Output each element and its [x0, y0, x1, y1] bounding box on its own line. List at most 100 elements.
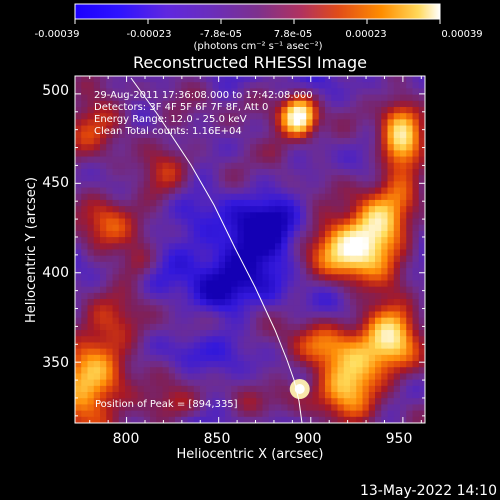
heatmap-cell: [137, 385, 145, 393]
heatmap-cell: [412, 212, 420, 219]
heatmap-cell: [312, 243, 320, 250]
heatmap-cell: [243, 274, 251, 281]
heatmap-cell: [287, 416, 295, 423]
heatmap-cell: [118, 392, 126, 399]
heatmap-cell: [281, 299, 288, 306]
heatmap-cell: [243, 261, 251, 269]
heatmap-cell: [225, 342, 232, 350]
heatmap-cell: [243, 94, 251, 102]
heatmap-cell: [231, 230, 238, 238]
heatmap-cell: [212, 249, 220, 257]
heatmap-cell: [250, 255, 257, 263]
heatmap-cell: [418, 311, 425, 319]
heatmap-cell: [393, 342, 401, 350]
heatmap-cell: [143, 156, 151, 164]
heatmap-cell: [275, 175, 282, 182]
heatmap-cell: [187, 274, 195, 281]
heatmap-cell: [231, 373, 238, 381]
heatmap-cell: [306, 361, 313, 368]
heatmap-cell: [362, 404, 370, 412]
heatmap-cell: [193, 76, 201, 83]
heatmap-cell: [143, 243, 151, 250]
heatmap-cell: [206, 212, 213, 219]
heatmap-cell: [162, 342, 170, 350]
heatmap-cell: [312, 367, 320, 374]
heatmap-cell: [200, 137, 207, 145]
heatmap-cell: [262, 292, 270, 300]
heatmap-cell: [287, 305, 295, 312]
heatmap-cell: [87, 274, 95, 281]
heatmap-cell: [100, 144, 107, 151]
heatmap-cell: [181, 261, 188, 269]
heatmap-cell: [131, 106, 138, 114]
heatmap-cell: [300, 404, 307, 412]
heatmap-cell: [137, 379, 145, 387]
heatmap-cell: [81, 336, 88, 343]
heatmap-cell: [275, 137, 282, 145]
heatmap-cell: [100, 119, 107, 127]
heatmap-cell: [112, 323, 120, 331]
heatmap-cell: [306, 76, 313, 83]
heatmap-cell: [137, 261, 145, 269]
heatmap-cell: [225, 243, 232, 250]
heatmap-cell: [93, 404, 101, 412]
heatmap-cell: [387, 416, 395, 423]
heatmap-cell: [225, 416, 232, 423]
heatmap-cell: [300, 410, 307, 418]
heatmap-cell: [112, 212, 120, 219]
heatmap-cell: [356, 305, 363, 312]
heatmap-cell: [200, 82, 207, 89]
heatmap-cell: [375, 199, 382, 207]
heatmap-cell: [125, 305, 132, 312]
heatmap-cell: [381, 274, 388, 281]
heatmap-cell: [318, 237, 326, 244]
heatmap-cell: [106, 367, 113, 374]
heatmap-cell: [112, 193, 120, 201]
heatmap-cell: [368, 398, 376, 405]
heatmap-cell: [262, 385, 270, 393]
heatmap-cell: [250, 361, 257, 368]
heatmap-cell: [281, 125, 288, 133]
heatmap-cell: [368, 317, 376, 325]
heatmap-cell: [337, 168, 345, 176]
heatmap-cell: [156, 100, 163, 108]
heatmap-cell: [93, 206, 101, 213]
heatmap-cell: [287, 379, 295, 387]
heatmap-cell: [356, 119, 363, 127]
heatmap-cell: [337, 361, 345, 368]
heatmap-cell: [218, 354, 226, 362]
heatmap-cell: [375, 367, 382, 374]
heatmap-cell: [356, 385, 363, 393]
heatmap-cell: [93, 416, 101, 423]
heatmap-cell: [168, 218, 176, 226]
heatmap-cell: [243, 150, 251, 158]
heatmap-cell: [193, 187, 201, 195]
heatmap-cell: [400, 268, 407, 275]
heatmap-cell: [150, 243, 157, 250]
heatmap-cell: [325, 131, 332, 139]
heatmap-cell: [293, 181, 301, 188]
heatmap-cell: [387, 88, 395, 96]
heatmap-cell: [206, 230, 213, 238]
heatmap-cell: [143, 224, 151, 232]
heatmap-cell: [275, 373, 282, 381]
heatmap-cell: [137, 311, 145, 319]
y-tick-label-400: 400: [42, 265, 69, 281]
heatmap-cell: [350, 398, 357, 405]
heatmap-cell: [362, 150, 370, 158]
heatmap-cell: [237, 367, 245, 374]
heatmap-cell: [112, 199, 120, 207]
heatmap-cell: [218, 131, 226, 139]
annotation-energy-range: Energy Range: 12.0 - 25.0 keV: [94, 114, 247, 125]
heatmap-cell: [356, 137, 363, 145]
heatmap-cell: [243, 305, 251, 312]
heatmap-cell: [337, 317, 345, 325]
heatmap-cell: [375, 193, 382, 201]
heatmap-cell: [200, 150, 207, 158]
heatmap-cell: [356, 336, 363, 343]
heatmap-cell: [125, 181, 132, 188]
heatmap-cell: [262, 404, 270, 412]
heatmap-cell: [312, 168, 320, 176]
heatmap-cell: [387, 156, 395, 164]
heatmap-cell: [275, 156, 282, 164]
